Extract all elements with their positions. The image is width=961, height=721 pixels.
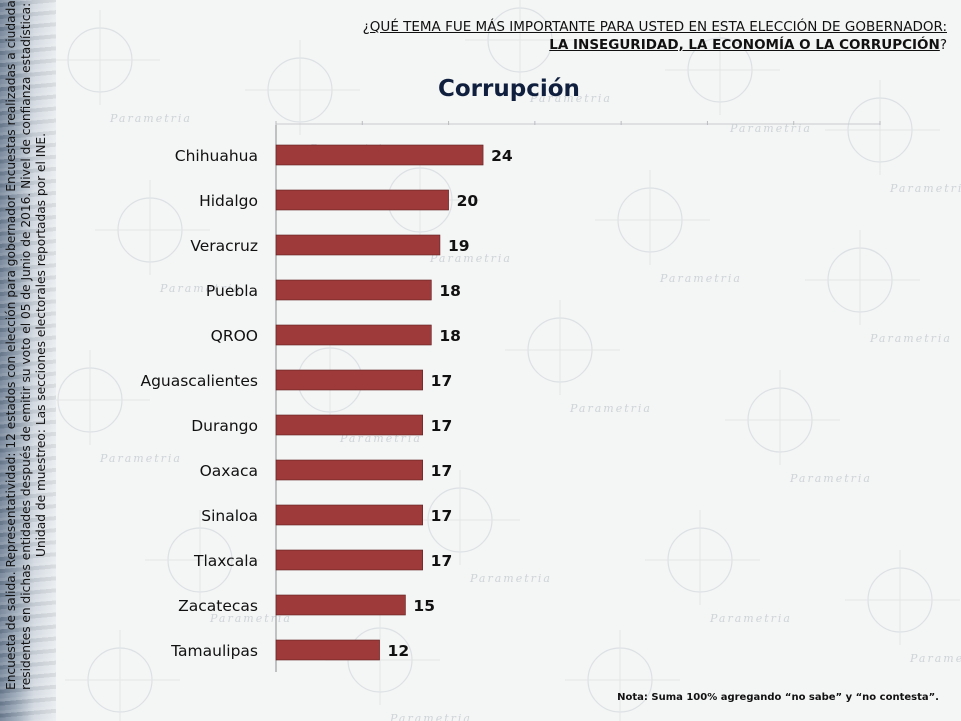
bar bbox=[275, 504, 423, 526]
bar bbox=[275, 279, 432, 301]
data-label: 17 bbox=[431, 462, 453, 480]
bar bbox=[275, 369, 423, 391]
bar bbox=[275, 234, 441, 256]
footnote: Nota: Suma 100% agregando “no sabe” y “n… bbox=[617, 692, 939, 703]
category-label: Tamaulipas bbox=[170, 642, 258, 660]
bar-group: Aguascalientes 17 bbox=[140, 369, 453, 391]
bar bbox=[275, 324, 432, 346]
category-label: Hidalgo bbox=[199, 192, 258, 210]
watermark-text: Parametria bbox=[389, 712, 472, 721]
watermark-text: Parametria bbox=[569, 402, 652, 415]
data-label: 20 bbox=[457, 192, 479, 210]
bar-group: Zacatecas 15 bbox=[178, 594, 435, 616]
category-label: Veracruz bbox=[190, 237, 258, 255]
data-label: 17 bbox=[431, 417, 453, 435]
watermark-text: Parametria bbox=[99, 452, 182, 465]
watermark-text: Parametria bbox=[709, 612, 792, 625]
category-label: Sinaloa bbox=[201, 507, 258, 525]
category-label: Chihuahua bbox=[175, 147, 258, 165]
category-label: Tlaxcala bbox=[193, 552, 258, 570]
data-label: 18 bbox=[439, 327, 461, 345]
bar bbox=[275, 414, 423, 436]
watermark-text: Parametria bbox=[659, 272, 742, 285]
bar-group: Hidalgo 20 bbox=[199, 189, 479, 211]
watermark-text: Parametria bbox=[159, 282, 242, 295]
data-label: 17 bbox=[431, 507, 453, 525]
question-line-2-wrap: LA INSEGURIDAD, LA ECONOMÍA O LA CORRUPC… bbox=[549, 37, 947, 53]
survey-question: ¿QUÉ TEMA FUE MÁS IMPORTANTE PARA USTED … bbox=[363, 18, 947, 54]
watermark-text: Parametria bbox=[209, 612, 292, 625]
bar bbox=[275, 639, 380, 661]
category-label: Zacatecas bbox=[178, 597, 258, 615]
bar-group: Tamaulipas 12 bbox=[170, 639, 410, 661]
watermark-text: Parametria bbox=[109, 112, 192, 125]
watermark-text: Parametria bbox=[729, 122, 812, 135]
bar-group: Sinaloa 17 bbox=[201, 504, 453, 526]
watermark-text: Parametria bbox=[889, 182, 961, 195]
data-label: 18 bbox=[439, 282, 461, 300]
bar bbox=[275, 594, 406, 616]
question-line-1: ¿QUÉ TEMA FUE MÁS IMPORTANTE PARA USTED … bbox=[362, 19, 947, 35]
category-label: Aguascalientes bbox=[140, 372, 258, 390]
bar-group: Chihuahua 24 bbox=[175, 144, 513, 166]
watermark-text: Parametria bbox=[529, 92, 612, 105]
data-label: 17 bbox=[431, 372, 453, 390]
data-label: 12 bbox=[388, 642, 410, 660]
watermark-text: Parametria bbox=[869, 332, 952, 345]
watermark-text: Parametria bbox=[909, 652, 961, 665]
question-line-2: LA INSEGURIDAD, LA ECONOMÍA O LA CORRUPC… bbox=[549, 37, 940, 53]
bar-group: Veracruz 19 bbox=[190, 234, 470, 256]
category-label: Puebla bbox=[206, 282, 258, 300]
bar-group: QROO 18 bbox=[211, 324, 461, 346]
watermark-text: Parametria bbox=[789, 472, 872, 485]
data-label: 17 bbox=[431, 552, 453, 570]
bar-group: Oaxaca 17 bbox=[200, 459, 453, 481]
data-label: 15 bbox=[413, 597, 435, 615]
watermark-text: Parametria bbox=[429, 252, 512, 265]
category-label: QROO bbox=[211, 327, 258, 345]
category-label: Durango bbox=[191, 417, 258, 435]
question-mark: ? bbox=[939, 37, 947, 53]
bar bbox=[275, 144, 484, 166]
bar-group: Puebla 18 bbox=[206, 279, 461, 301]
data-label: 19 bbox=[448, 237, 470, 255]
data-label: 24 bbox=[491, 147, 513, 165]
category-label: Oaxaca bbox=[200, 462, 258, 480]
bar bbox=[275, 549, 423, 571]
bar-group: Tlaxcala 17 bbox=[193, 549, 453, 571]
bar bbox=[275, 189, 449, 211]
sidebar-decoration bbox=[0, 0, 56, 721]
bar-group: Durango 17 bbox=[191, 414, 453, 436]
chart-title: Corrupción bbox=[438, 76, 580, 102]
bar bbox=[275, 459, 423, 481]
watermark-text: Parametria bbox=[469, 572, 552, 585]
